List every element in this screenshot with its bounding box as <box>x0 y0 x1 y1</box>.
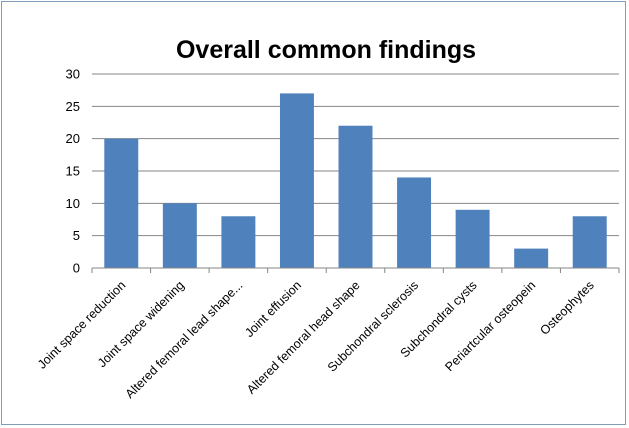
x-category-label: Altered femoral head shape <box>244 278 363 397</box>
y-tick-label: 0 <box>73 261 80 276</box>
y-tick-label: 20 <box>66 131 80 146</box>
bars <box>104 93 607 269</box>
bar <box>455 209 490 268</box>
x-category-label: Joint effusion <box>242 278 304 340</box>
bar <box>572 216 607 268</box>
y-tick-label: 5 <box>73 228 80 243</box>
y-tick-label: 10 <box>66 196 80 211</box>
bar <box>514 248 549 268</box>
y-axis-tick-labels: 0 5 10 15 20 25 30 <box>66 67 80 276</box>
y-tick-label: 15 <box>66 164 80 179</box>
x-category-label: Altered femoral lead shape... <box>123 278 246 401</box>
x-axis <box>91 267 620 273</box>
bar <box>221 216 256 268</box>
bar <box>338 125 373 268</box>
y-tick-label: 30 <box>66 67 80 82</box>
bar <box>397 177 432 268</box>
chart-title: Overall common findings <box>176 36 476 64</box>
x-category-label: Osteophytes <box>537 278 597 338</box>
bar <box>279 93 314 269</box>
y-tick-label: 25 <box>66 99 80 114</box>
bar <box>162 203 197 268</box>
bar <box>104 138 139 268</box>
